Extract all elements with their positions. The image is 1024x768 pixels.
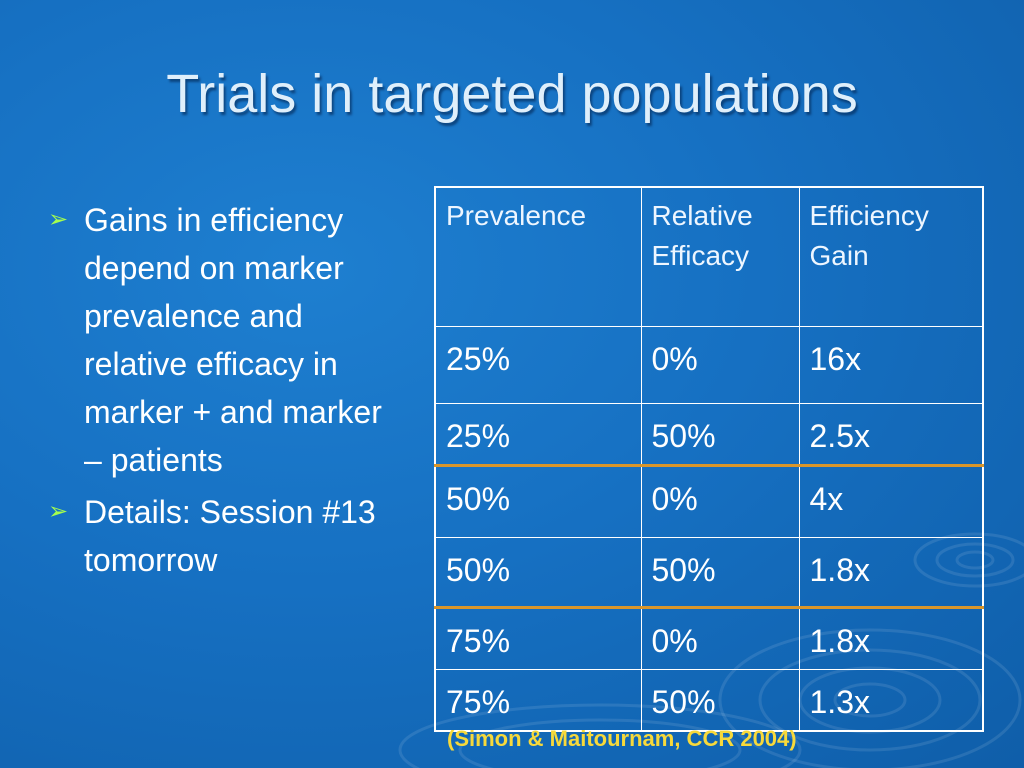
cell-efficiency-gain: 1.3x <box>798 669 984 732</box>
cell-efficiency-gain: 16x <box>798 326 984 404</box>
table-row: 75% 0% 1.8x <box>434 606 984 670</box>
bullet-text: Details: Session #13 tomorrow <box>84 494 376 578</box>
bullet-list: ➢ Gains in efficiency depend on marker p… <box>48 196 398 588</box>
cell-relative-efficacy: 0% <box>640 606 800 670</box>
cell-prevalence: 75% <box>434 669 642 732</box>
cell-prevalence: 25% <box>434 403 642 466</box>
table-row: 25% 0% 16x <box>434 326 984 404</box>
bullet-text: Gains in efficiency depend on marker pre… <box>84 202 382 478</box>
cell-relative-efficacy: 50% <box>640 403 800 466</box>
arrow-bullet-icon: ➢ <box>48 206 69 233</box>
cell-relative-efficacy: 0% <box>640 326 800 404</box>
cell-prevalence: 75% <box>434 606 642 670</box>
slide-title: Trials in targeted populations <box>166 64 858 124</box>
table-row: 50% 50% 1.8x <box>434 537 984 608</box>
citation: (Simon & Maitournam, CCR 2004) <box>447 726 797 751</box>
cell-efficiency-gain: 1.8x <box>798 606 984 670</box>
table-header-row: Prevalence Relative Efficacy Efficiency … <box>434 186 984 327</box>
cell-prevalence: 25% <box>434 326 642 404</box>
header-relative-efficacy: Relative Efficacy <box>640 186 800 327</box>
cell-relative-efficacy: 50% <box>640 669 800 732</box>
arrow-bullet-icon: ➢ <box>48 498 69 525</box>
table-row: 75% 50% 1.3x <box>434 669 984 732</box>
cell-prevalence: 50% <box>434 464 642 538</box>
cell-efficiency-gain: 2.5x <box>798 403 984 466</box>
cell-efficiency-gain: 4x <box>798 464 984 538</box>
header-efficiency-gain: Efficiency Gain <box>798 186 984 327</box>
cell-efficiency-gain: 1.8x <box>798 537 984 608</box>
bullet-item-details: ➢ Details: Session #13 tomorrow <box>48 488 398 584</box>
cell-relative-efficacy: 0% <box>640 464 800 538</box>
efficiency-table: Prevalence Relative Efficacy Efficiency … <box>434 186 984 732</box>
bullet-item-efficiency: ➢ Gains in efficiency depend on marker p… <box>48 196 398 484</box>
cell-relative-efficacy: 50% <box>640 537 800 608</box>
header-prevalence: Prevalence <box>434 186 642 327</box>
cell-prevalence: 50% <box>434 537 642 608</box>
table-row: 50% 0% 4x <box>434 464 984 538</box>
table-row: 25% 50% 2.5x <box>434 403 984 466</box>
